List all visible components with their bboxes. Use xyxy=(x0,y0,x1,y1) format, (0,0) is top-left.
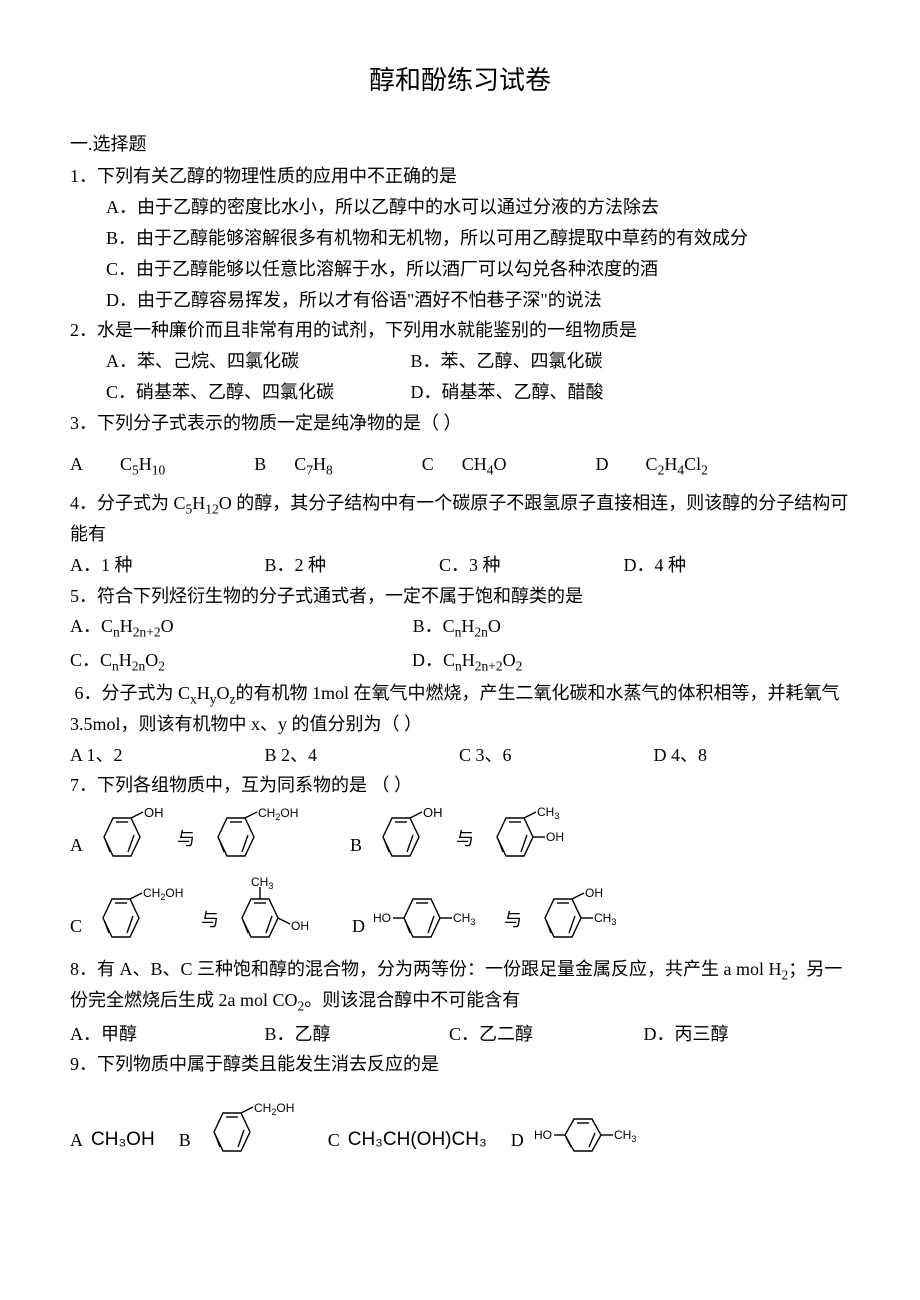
o-cresol-structure-icon: CH3 OH xyxy=(482,806,577,868)
o-cresol-alt-structure-icon: OH CH3 xyxy=(530,887,625,949)
benzyl-alcohol-structure-icon: CH2OH xyxy=(88,874,193,949)
m-cresol-structure-icon: CH3 OH xyxy=(227,874,322,949)
q9-stem: 9．下列物质中属于醇类且能发生消去反应的是 xyxy=(70,1050,850,1079)
q8-opts: A．甲醇 B．乙醇 C．乙二醇 D．丙三醇 xyxy=(70,1020,850,1049)
q7-stem: 7．下列各组物质中，互为同系物的是 （ ） xyxy=(70,771,850,800)
svg-text:OH: OH xyxy=(585,887,603,900)
svg-text:OH: OH xyxy=(144,806,164,820)
svg-text:CH2OH: CH2OH xyxy=(254,1103,294,1117)
q6-opts: A 1、2 B 2、4 C 3、6 D 4、8 xyxy=(70,741,850,770)
q1-opt-d: D．由于乙醇容易挥发，所以才有俗语"酒好不怕巷子深"的说法 xyxy=(70,286,850,315)
q4-stem: 4．分子式为 C5H12O 的醇，其分子结构中有一个碳原子不跟氢原子直接相连，则… xyxy=(70,489,850,549)
q5-stem: 5．符合下列烃衍生物的分子式通式者，一定不属于饱和醇类的是 xyxy=(70,582,850,611)
phenol-structure-icon: OH xyxy=(368,806,448,868)
q1-opt-c: C．由于乙醇能够以任意比溶解于水，所以酒厂可以勾兑各种浓度的酒 xyxy=(70,255,850,284)
q2-opts-row1: A．苯、己烷、四氯化碳 B．苯、乙醇、四氯化碳 xyxy=(70,347,850,376)
svg-text:CH3: CH3 xyxy=(453,911,475,927)
q2-stem: 2．水是一种廉价而且非常有用的试剂，下列用水就能鉴别的一组物质是 xyxy=(70,316,850,345)
svg-text:CH2OH: CH2OH xyxy=(143,886,183,902)
svg-text:OH: OH xyxy=(423,806,443,820)
q4-opts: A．1 种 B．2 种 C．3 种 D．4 种 xyxy=(70,551,850,580)
section-heading: 一.选择题 xyxy=(70,130,850,159)
q1-opt-a: A．由于乙醇的密度比水小，所以乙醇中的水可以通过分液的方法除去 xyxy=(70,193,850,222)
svg-text:CH2OH: CH2OH xyxy=(258,806,298,822)
benzyl-alcohol-structure-icon: CH2OH xyxy=(199,1103,304,1161)
q1-opt-b: B．由于乙醇能够溶解很多有机物和无机物，所以可用乙醇提取中草药的有效成分 xyxy=(70,224,850,253)
benzyl-alcohol-structure-icon: CH2OH xyxy=(203,806,308,868)
q2-opts-row2: C．硝基苯、乙醇、四氯化碳 D．硝基苯、乙醇、醋酸 xyxy=(70,378,850,407)
q5-opts-row2: C．CnH2nO2 D．CnH2n+2O2 xyxy=(70,646,850,677)
isopropanol-formula: CH₃CH(OH)CH₃ xyxy=(348,1125,487,1161)
q8-stem: 8．有 A、B、C 三种饱和醇的混合物，分为两等份：一份跟足量金属反应，共产生 … xyxy=(70,955,850,1017)
svg-text:CH3: CH3 xyxy=(537,806,559,821)
q7-row1: A OH 与 xyxy=(70,806,850,868)
svg-text:CH3: CH3 xyxy=(614,1128,636,1144)
p-cresol-structure-icon: HO CH3 xyxy=(532,1111,657,1161)
methanol-formula: CH₃OH xyxy=(91,1125,155,1161)
svg-text:HO: HO xyxy=(534,1128,552,1142)
svg-text:HO: HO xyxy=(373,911,391,925)
svg-text:CH3: CH3 xyxy=(251,875,273,891)
phenol-structure-icon: OH xyxy=(89,806,169,868)
q6-stem: 6．分子式为 CxHyOz的有机物 1mol 在氧气中燃烧，产生二氧化碳和水蒸气… xyxy=(70,679,850,739)
svg-text:OH: OH xyxy=(291,919,309,933)
q5-opts-row1: A．CnH2n+2O B．CnH2nO xyxy=(70,612,850,643)
q1-stem: 1．下列有关乙醇的物理性质的应用中不正确的是 xyxy=(70,162,850,191)
p-cresol-structure-icon: HO CH3 xyxy=(371,887,496,949)
q3-stem: 3．下列分子式表示的物质一定是纯净物的是（ ） xyxy=(70,409,850,438)
q3-opts: AC5H10 BC7H8 CCH4O DC2H4Cl2 xyxy=(70,450,850,481)
svg-text:CH3: CH3 xyxy=(594,911,616,927)
page-title: 醇和酚练习试卷 xyxy=(70,60,850,102)
q9-opts: A CH₃OH B CH2OH C CH₃CH(OH)CH xyxy=(70,1103,850,1161)
q7-row2: C CH2OH 与 xyxy=(70,874,850,949)
svg-text:OH: OH xyxy=(546,830,564,844)
